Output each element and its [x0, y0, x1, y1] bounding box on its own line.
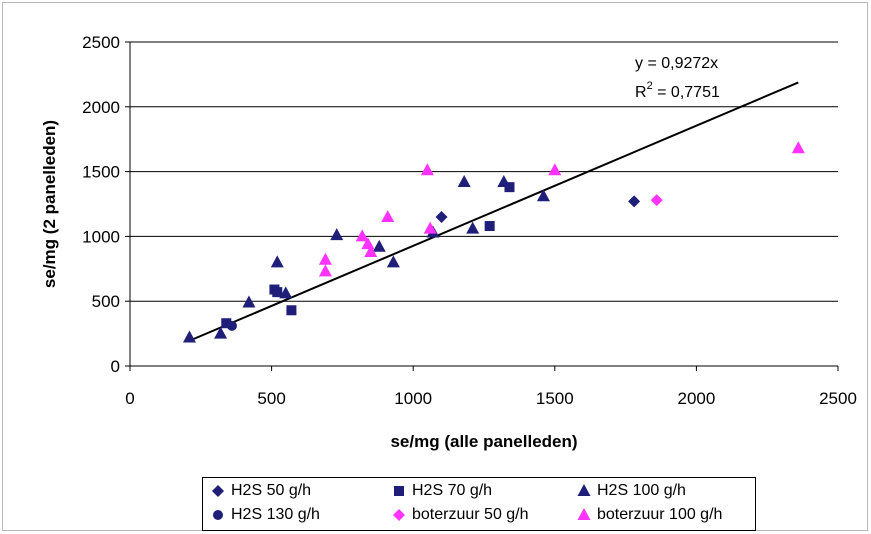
r2-value: = 0,7751	[653, 84, 720, 101]
legend-marker	[213, 510, 223, 520]
axes	[125, 41, 839, 371]
data-point	[536, 189, 550, 202]
legend-marker-shape	[212, 485, 224, 497]
data-point	[466, 221, 480, 234]
tick-labels: 0 500 1000 1500 2000 2500 0 500 1000 1500 2000 2500	[82, 33, 857, 408]
x-tick-label: 500	[257, 389, 285, 408]
data-point	[548, 163, 562, 176]
data-point	[650, 194, 663, 207]
legend-label: H2S 100 g/h	[597, 482, 686, 499]
data-point	[504, 182, 515, 193]
trendline	[189, 81, 799, 342]
legend-item: boterzuur 100 g/h	[577, 506, 722, 524]
legend-marker-shape	[577, 508, 591, 520]
legend-marker	[394, 486, 404, 496]
r2-prefix: R	[635, 84, 647, 101]
legend-marker-shape	[577, 484, 591, 496]
legend-label: boterzuur 50 g/h	[412, 506, 529, 523]
r-squared-label: R2 = 0,7751	[635, 80, 720, 101]
legend-marker-shape	[213, 510, 223, 520]
data-point	[386, 255, 400, 268]
data-point	[423, 221, 437, 234]
legend-item: H2S 100 g/h	[577, 482, 686, 500]
legend-marker	[212, 485, 224, 497]
x-tick-label: 2000	[677, 389, 715, 408]
data-point	[182, 330, 196, 343]
data-point	[497, 174, 511, 187]
data-point	[214, 326, 228, 339]
data-points	[182, 141, 805, 343]
x-axis-title: se/mg (alle panelleden)	[390, 432, 577, 451]
data-point	[628, 195, 641, 208]
legend-marker	[393, 509, 405, 521]
data-point	[355, 229, 369, 242]
legend-item: boterzuur 50 g/h	[392, 506, 529, 524]
y-tick-label: 2500	[82, 33, 120, 52]
legend-marker-shape	[394, 486, 404, 496]
legend-marker-shape	[393, 509, 405, 521]
legend-marker	[577, 508, 591, 520]
legend-item: H2S 70 g/h	[392, 482, 492, 500]
legend-label: H2S 70 g/h	[412, 482, 493, 499]
scatter-chart: 0 500 1000 1500 2000 2500 0 500 1000 1500 2000 2500…	[40, 33, 857, 451]
x-tick-label: 0	[125, 389, 134, 408]
data-point	[457, 174, 471, 187]
data-point	[484, 221, 495, 232]
y-tick-label: 2000	[82, 98, 120, 117]
r2-superscript: 2	[647, 80, 653, 92]
data-point	[272, 287, 283, 298]
x-tick-label: 1000	[394, 389, 432, 408]
legend-item: H2S 50 g/h	[211, 482, 311, 500]
y-axis-title: se/mg (2 panelleden)	[40, 120, 59, 288]
data-point	[791, 141, 805, 154]
data-point	[364, 244, 378, 257]
data-point	[420, 163, 434, 176]
data-point	[330, 228, 344, 241]
data-point	[270, 255, 284, 268]
legend-marker	[577, 484, 591, 496]
x-tick-label: 1500	[536, 389, 574, 408]
x-tick-label: 2500	[819, 389, 857, 408]
data-point	[221, 318, 232, 329]
data-point	[381, 209, 395, 222]
y-tick-label: 0	[111, 357, 120, 376]
data-point	[286, 305, 297, 316]
legend: H2S 50 g/h H2S 70 g/h H2S 100 g/h H2S 130 g…	[202, 477, 756, 531]
data-point	[435, 210, 448, 223]
gridlines	[130, 41, 838, 302]
data-point	[318, 264, 332, 277]
y-tick-label: 1500	[82, 163, 120, 182]
legend-label: boterzuur 100 g/h	[597, 506, 723, 523]
legend-item: H2S 130 g/h	[211, 506, 320, 524]
data-point	[279, 286, 293, 299]
trendline-equation: y = 0,9272x	[635, 55, 718, 72]
legend-label: H2S 50 g/h	[231, 482, 312, 499]
data-point	[226, 320, 237, 331]
legend-label: H2S 130 g/h	[231, 506, 320, 523]
data-point	[318, 252, 332, 265]
data-point	[242, 295, 256, 308]
y-tick-label: 500	[92, 292, 120, 311]
y-tick-label: 1000	[82, 227, 120, 246]
data-point	[372, 239, 386, 252]
